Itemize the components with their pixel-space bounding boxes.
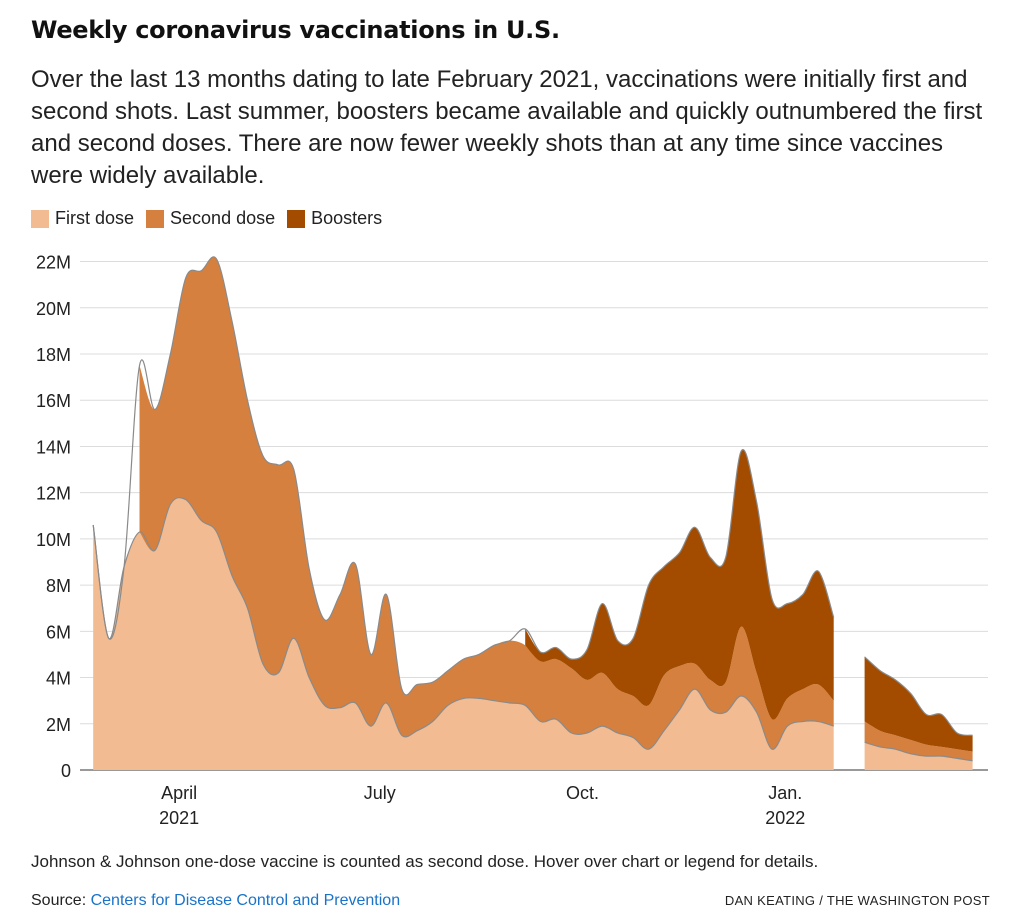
chart-subtitle: Over the last 13 months dating to late F… [31, 66, 983, 189]
source-line: Source: Centers for Disease Control and … [31, 892, 400, 910]
first-dose-edge [864, 741, 973, 762]
area-boosters [864, 656, 973, 752]
y-tick-label: 2M [46, 715, 71, 735]
legend-label-boosters: Boosters [311, 208, 383, 228]
credit-line: DAN KEATING / THE WASHINGTON POST [724, 893, 990, 908]
first-dose-edge [92, 497, 834, 750]
area-boosters [525, 449, 834, 720]
total-edge [864, 656, 973, 736]
legend: First dose Second dose Boosters [31, 208, 394, 229]
y-tick-label: 18M [36, 345, 71, 365]
legend-label-second-dose: Second dose [170, 208, 276, 228]
x-tick-label: Oct. [566, 783, 599, 803]
area-second-dose [864, 721, 973, 761]
legend-swatch-second-dose [146, 209, 165, 228]
legend-swatch-boosters [287, 209, 306, 228]
y-tick-label: 22M [36, 253, 71, 273]
x-tick-label: July [364, 783, 396, 803]
area-first-dose [864, 742, 973, 770]
y-tick-label: 8M [46, 576, 71, 596]
legend-swatch-first-dose [31, 209, 49, 228]
y-tick-label: 14M [36, 437, 71, 457]
y-tick-label: 12M [36, 484, 71, 504]
x-tick-year-label: 2021 [159, 808, 199, 828]
y-tick-label: 0 [61, 761, 71, 781]
legend-label-first-dose: First dose [55, 208, 135, 228]
y-tick-label: 20M [36, 299, 71, 319]
chart-title: Weekly coronavirus vaccinations in U.S. [31, 16, 560, 44]
y-tick-label: 4M [46, 669, 71, 689]
area-chart[interactable]: 0 2M 4M 6M 8M 10M 12M 14M 16M 18M 20M 22M April 2021 J… [0, 250, 1016, 840]
y-tick-label: 6M [46, 622, 71, 642]
area-second-dose [139, 256, 834, 750]
x-tick-year-label: 2022 [765, 808, 805, 828]
y-tick-label: 16M [36, 391, 71, 411]
x-tick-label: April [161, 783, 197, 803]
x-tick-label: Jan. [768, 783, 802, 803]
source-link[interactable]: Centers for Disease Control and Preventi… [90, 892, 401, 909]
source-prefix: Source: [31, 892, 91, 909]
legend-item-second-dose[interactable]: Second dose [146, 208, 275, 229]
legend-item-first-dose[interactable]: First dose [31, 208, 134, 229]
total-edge [92, 256, 835, 696]
y-tick-label: 10M [36, 530, 71, 550]
area-first-dose [93, 497, 834, 770]
footnote: Johnson & Johnson one-dose vaccine is co… [31, 852, 819, 871]
legend-item-boosters[interactable]: Boosters [287, 208, 382, 229]
